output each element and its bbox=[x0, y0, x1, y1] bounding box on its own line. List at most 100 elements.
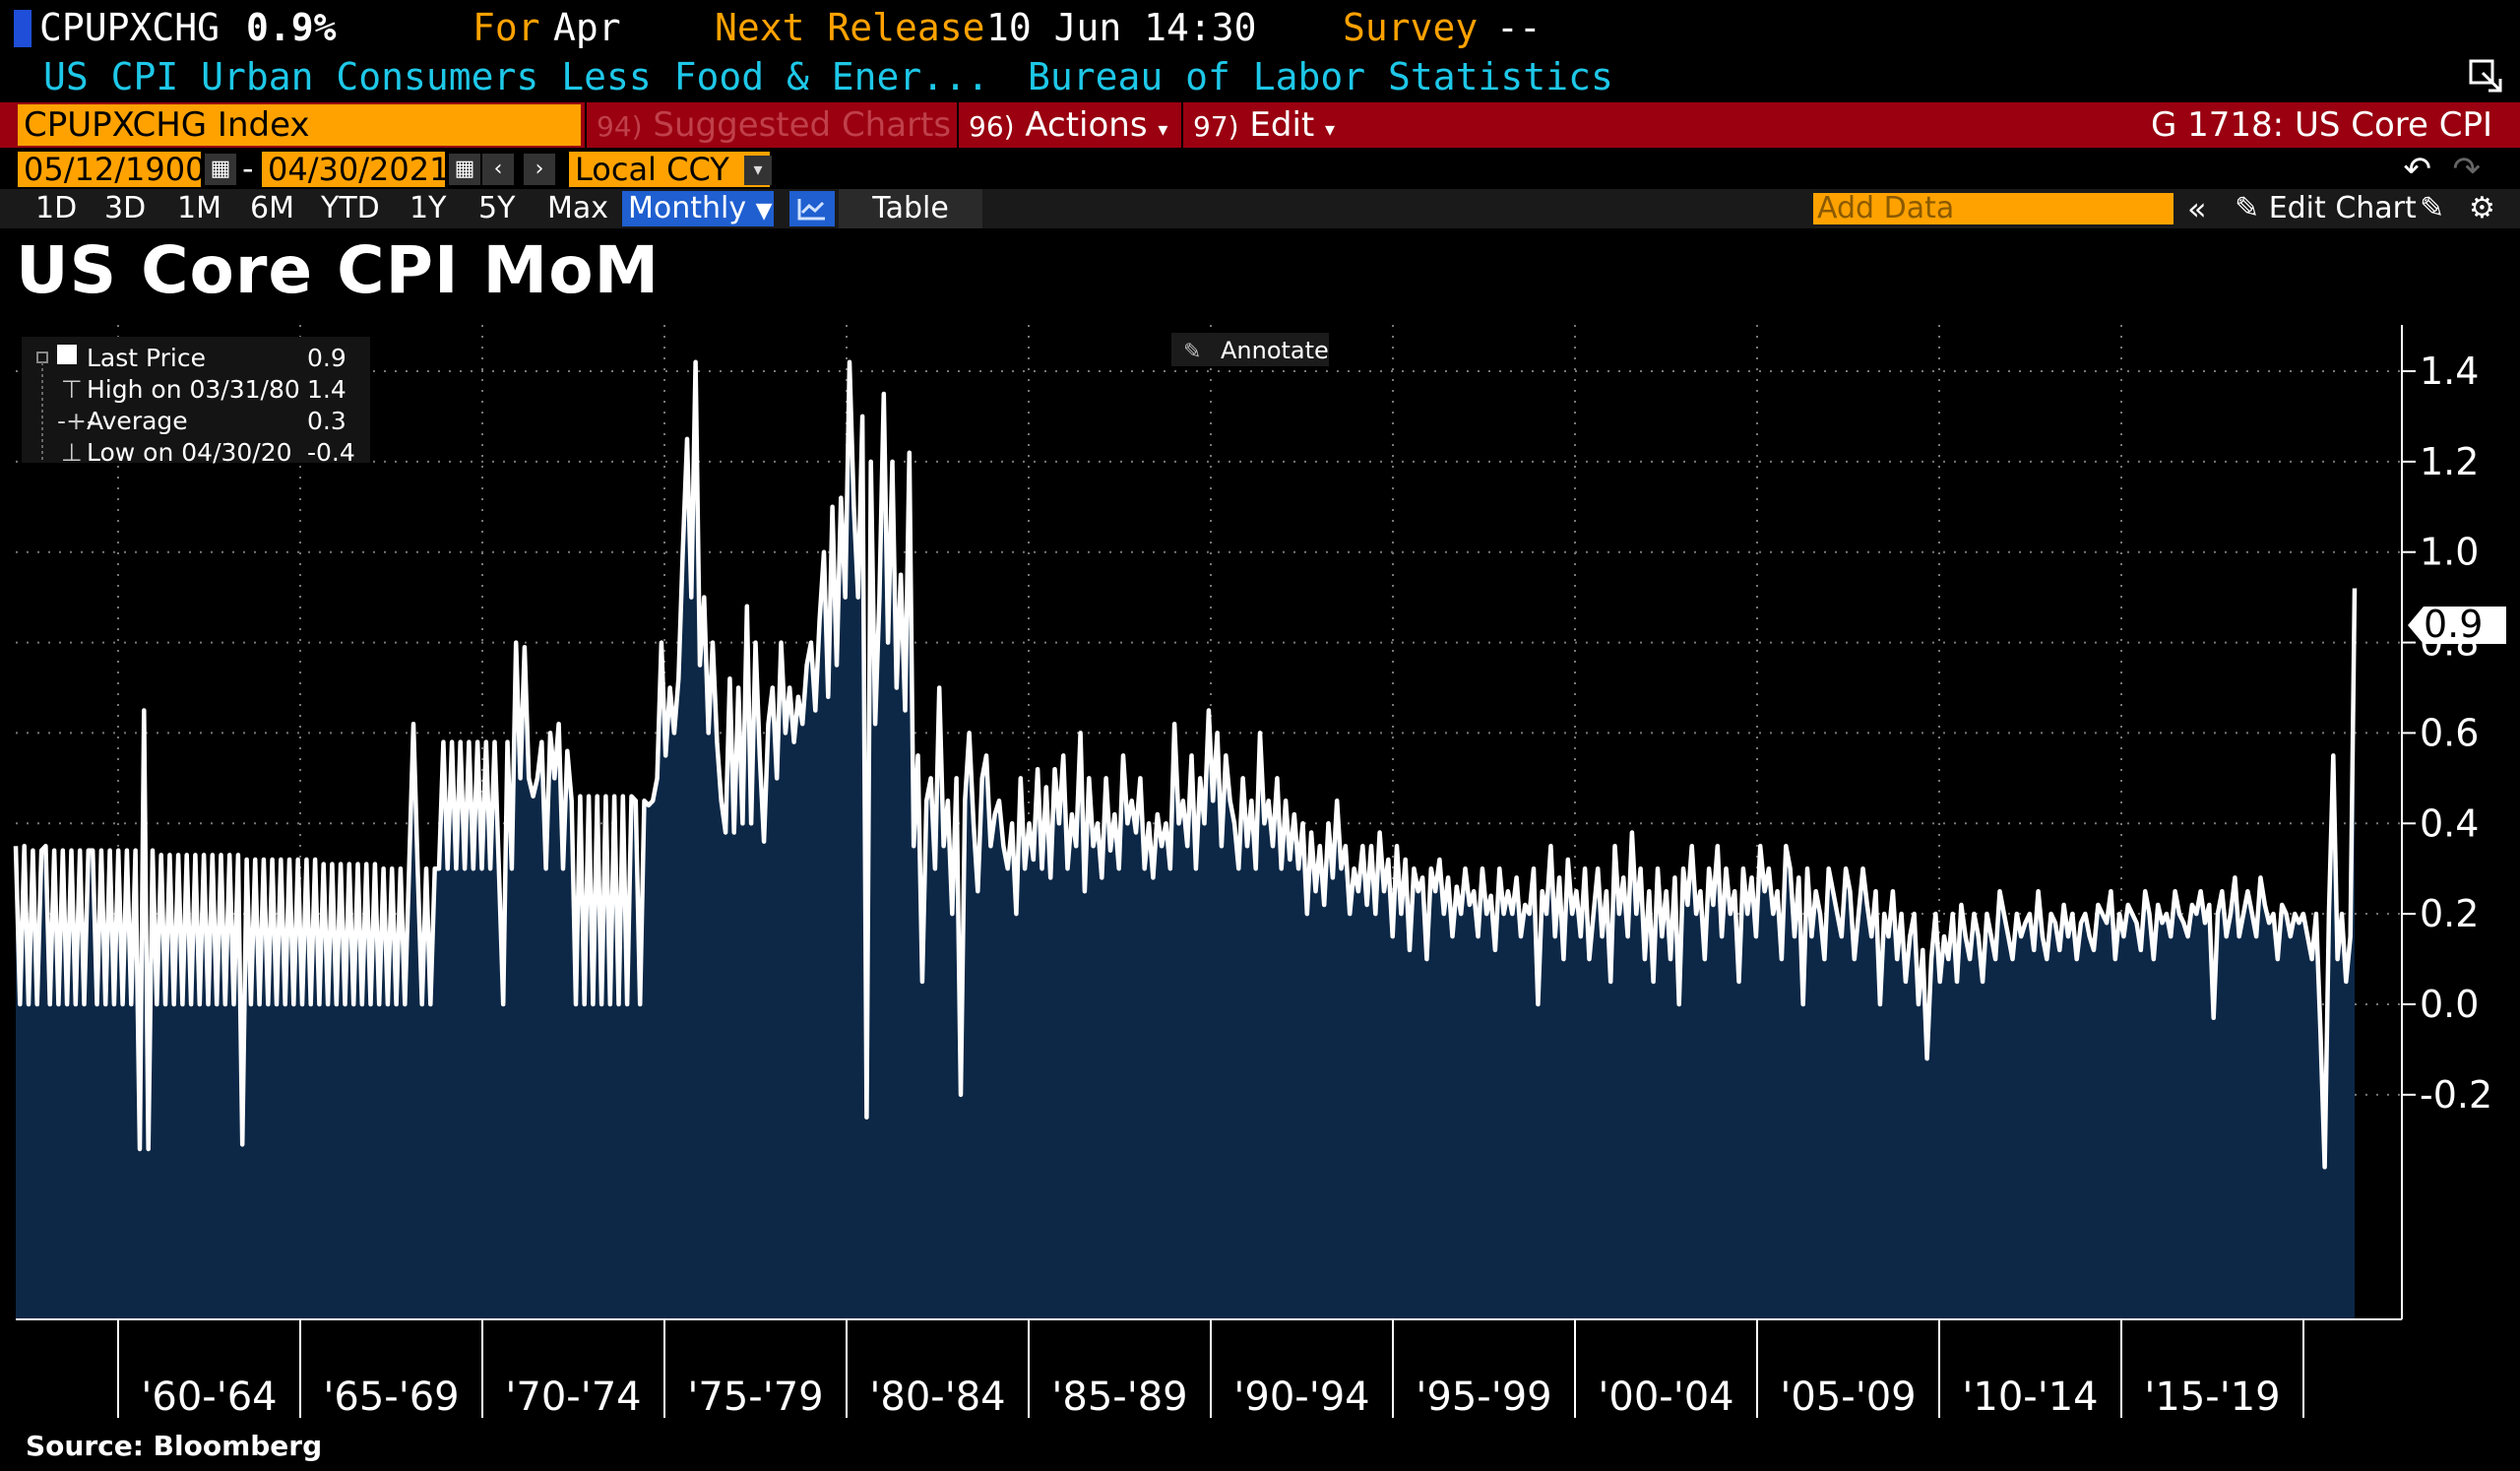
redo-icon[interactable]: ↷ bbox=[2452, 150, 2482, 189]
low-marker-icon: ⊥ bbox=[61, 438, 83, 467]
legend-low-label: Low on 04/30/20 bbox=[87, 438, 292, 467]
y-tick-label: 0.0 bbox=[2420, 983, 2479, 1026]
chevron-left-icon[interactable]: ‹ bbox=[482, 154, 514, 185]
period-toolbar: 1D 3D 1M 6M YTD 1Y 5Y Max Monthly ▼ Tabl… bbox=[0, 189, 2520, 228]
x-tick-label: '60-'64 bbox=[141, 1375, 277, 1420]
security-input[interactable]: CPUPXCHG Index bbox=[18, 104, 581, 146]
y-tick-label: 0.6 bbox=[2420, 711, 2479, 754]
source-agency: Bureau of Labor Statistics bbox=[1028, 55, 1613, 98]
annotate-label: Annotate bbox=[1221, 337, 1329, 364]
period-1y[interactable]: 1Y bbox=[410, 191, 447, 225]
source-note: Source: Bloomberg bbox=[26, 1430, 323, 1462]
period-6m[interactable]: 6M bbox=[250, 191, 294, 225]
period-max[interactable]: Max bbox=[547, 191, 609, 225]
period-1d[interactable]: 1D bbox=[35, 191, 78, 225]
average-marker-icon: -+- bbox=[57, 407, 95, 435]
suggested-charts-button[interactable]: 94) Suggested Charts bbox=[585, 102, 967, 148]
period-1m[interactable]: 1M bbox=[177, 191, 221, 225]
y-tick-label: 0.4 bbox=[2420, 801, 2479, 845]
frequency-select[interactable]: Monthly ▼ bbox=[622, 191, 774, 226]
x-axis-ticks: '60-'64 '65-'69 '70-'74 '75-'79 '80-'84 '85-'… bbox=[117, 1319, 2304, 1420]
legend-last-price-value: 0.9 bbox=[307, 344, 346, 372]
frequency-label: Monthly bbox=[628, 191, 747, 225]
legend-average-value: 0.3 bbox=[307, 407, 346, 435]
legend-swatch[interactable] bbox=[57, 345, 77, 364]
actions-number: 96) bbox=[969, 110, 1015, 143]
chart-title: US Core CPI MoM bbox=[16, 232, 661, 308]
period-3d[interactable]: 3D bbox=[104, 191, 147, 225]
security-description: US CPI Urban Consumers Less Food & Ener.… bbox=[43, 55, 989, 98]
legend-last-price-label: Last Price bbox=[87, 344, 206, 372]
for-label: For bbox=[472, 6, 540, 49]
y-axis-ticks: 1.41.21.00.80.60.40.20.0-0.2 bbox=[2402, 350, 2492, 1117]
survey-value: -- bbox=[1496, 6, 1542, 49]
calendar-icon[interactable]: ▦ bbox=[205, 154, 236, 185]
chart-area: 1.41.21.00.80.60.40.20.0-0.2 '60-'64'65-… bbox=[13, 325, 2506, 1420]
chevron-down-icon: ▼ bbox=[755, 199, 773, 224]
ticker-symbol[interactable]: CPUPXCHG bbox=[39, 6, 220, 49]
y-tick-label: -0.2 bbox=[2420, 1073, 2492, 1117]
y-tick-label: 0.2 bbox=[2420, 892, 2479, 935]
chart-type-button[interactable] bbox=[789, 191, 835, 226]
date-separator: - bbox=[242, 150, 254, 187]
period-5y[interactable]: 5Y bbox=[478, 191, 516, 225]
series-line bbox=[13, 359, 2358, 1170]
legend-average-label: Average bbox=[87, 407, 188, 435]
last-value: 0.9% bbox=[246, 6, 337, 49]
suggested-charts-number: 94) bbox=[597, 110, 643, 143]
edit-number: 97) bbox=[1193, 110, 1239, 143]
x-tick-label: '00-'04 bbox=[1598, 1375, 1733, 1420]
pencil-icon: ✎ bbox=[2235, 191, 2260, 225]
edit-menu[interactable]: 97) Edit ▾ bbox=[1181, 102, 1360, 148]
undo-icon[interactable]: ↶ bbox=[2403, 150, 2432, 189]
annotate-button[interactable]: ✎ Annotate bbox=[1171, 333, 1329, 366]
calendar-icon[interactable]: ▦ bbox=[449, 154, 480, 185]
legend-low-value: -0.4 bbox=[307, 438, 355, 467]
x-tick-label: '80-'84 bbox=[869, 1375, 1005, 1420]
security-header: CPUPXCHG 0.9% For Apr Next Release 10 Ju… bbox=[0, 0, 2520, 57]
line-chart-icon bbox=[797, 199, 825, 221]
chevron-down-icon: ▾ bbox=[1325, 117, 1336, 141]
page-title: G 1718: US Core CPI bbox=[2151, 105, 2492, 145]
x-tick-label: '15-'19 bbox=[2144, 1375, 2280, 1420]
collapse-icon[interactable]: « bbox=[2187, 190, 2207, 227]
legend-high-value: 1.4 bbox=[307, 375, 346, 404]
y-tick-label: 1.0 bbox=[2420, 531, 2479, 574]
edit-icon[interactable]: ✎ bbox=[2420, 191, 2445, 225]
pencil-icon: ✎ bbox=[1183, 340, 1201, 364]
chevron-down-icon[interactable]: ▾ bbox=[744, 156, 772, 185]
chevron-right-icon[interactable]: › bbox=[524, 154, 555, 185]
suggested-charts-label: Suggested Charts bbox=[653, 105, 952, 145]
high-marker-icon: ⊤ bbox=[61, 375, 83, 404]
y-tick-label: 1.2 bbox=[2420, 440, 2479, 483]
actions-menu[interactable]: 96) Actions ▾ bbox=[957, 102, 1191, 148]
last-value-marker: 0.9 bbox=[2408, 603, 2506, 646]
ticker-marker bbox=[14, 10, 32, 47]
end-date-input[interactable]: 04/30/2021 bbox=[262, 152, 449, 187]
survey-label: Survey bbox=[1343, 6, 1479, 49]
legend-high-label: High on 03/31/80 bbox=[87, 375, 300, 404]
security-description-row: US CPI Urban Consumers Less Food & Ener.… bbox=[0, 55, 2520, 100]
add-data-input[interactable]: Add Data bbox=[1813, 193, 2174, 224]
x-tick-label: '65-'69 bbox=[323, 1375, 459, 1420]
x-tick-label: '05-'09 bbox=[1780, 1375, 1916, 1420]
table-tab[interactable]: Table bbox=[839, 189, 982, 228]
date-range-row: 05/12/1900 ▦ - 04/30/2021 ▦ ‹ › Local CC… bbox=[0, 150, 2520, 189]
currency-select[interactable]: Local CCY bbox=[569, 152, 770, 187]
for-period: Apr bbox=[553, 6, 621, 49]
chevron-down-icon: ▾ bbox=[1158, 117, 1168, 141]
start-date-input[interactable]: 05/12/1900 bbox=[18, 152, 205, 187]
next-release-date: 10 Jun 14:30 bbox=[986, 6, 1257, 49]
popout-icon[interactable] bbox=[2467, 57, 2506, 96]
edit-chart-button[interactable]: ✎ Edit Chart bbox=[2235, 189, 2417, 228]
legend: Last Price 0.9 ⊤ High on 03/31/80 1.4 -+… bbox=[22, 337, 370, 467]
next-release-label: Next Release bbox=[715, 6, 985, 49]
x-tick-label: '95-'99 bbox=[1416, 1375, 1551, 1420]
x-tick-label: '75-'79 bbox=[687, 1375, 823, 1420]
gear-icon[interactable]: ⚙ bbox=[2469, 191, 2495, 225]
command-bar: CPUPXCHG Index 94) Suggested Charts 96) … bbox=[0, 102, 2520, 148]
period-ytd[interactable]: YTD bbox=[321, 191, 380, 225]
actions-label: Actions bbox=[1025, 105, 1148, 145]
edit-label: Edit bbox=[1249, 105, 1315, 145]
x-tick-label: '10-'14 bbox=[1962, 1375, 2098, 1420]
